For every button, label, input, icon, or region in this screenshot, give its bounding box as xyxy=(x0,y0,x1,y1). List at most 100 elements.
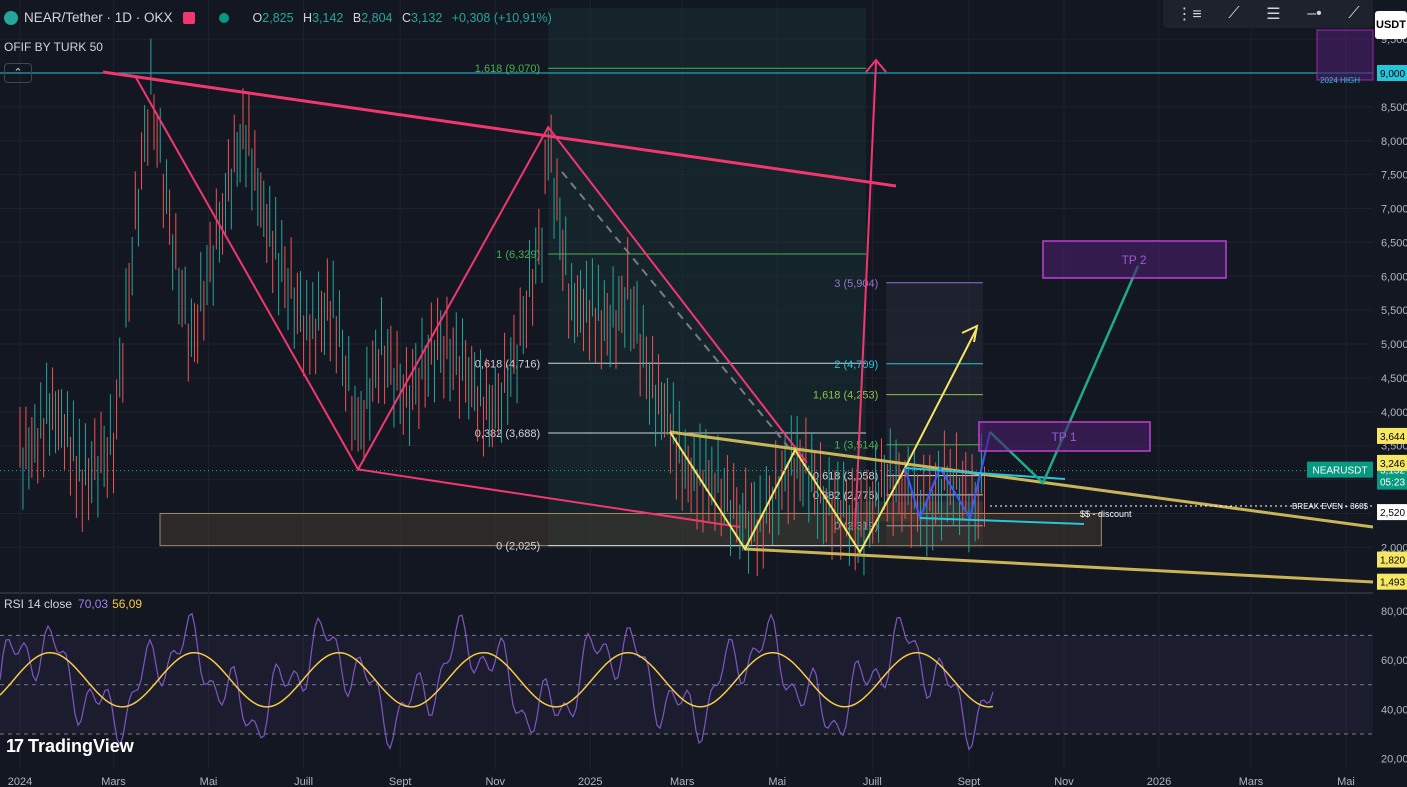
fib-extension-label: 2 (4,709) xyxy=(834,359,878,371)
tp1-label: TP 1 xyxy=(1051,430,1076,444)
y-tick-label: 8,500 xyxy=(1381,102,1407,114)
y-tick-label: 7,500 xyxy=(1381,170,1407,182)
symbol-tag-label: NEARUSDT xyxy=(1312,466,1367,477)
flag-icon[interactable] xyxy=(182,11,195,24)
dashed-trend-line xyxy=(561,171,796,456)
rsi-line xyxy=(0,612,994,751)
y-tick-label: 5,500 xyxy=(1381,305,1407,317)
x-tick-label: 2026 xyxy=(1147,776,1171,787)
tp1-box xyxy=(978,421,1151,452)
fib-level-label: 1 (6,329) xyxy=(496,249,540,261)
symbol-legend[interactable]: NEAR/Tether · 1D · OKX O2,825 H3,142 B2,… xyxy=(4,10,558,25)
price-axis-tag-label: 3,644 xyxy=(1380,432,1405,443)
x-tick-label: Mars xyxy=(670,776,695,787)
near-logo-icon xyxy=(4,10,18,25)
price-axis-tag xyxy=(1377,573,1407,590)
ohlc-value: 3,132 xyxy=(410,10,443,25)
fib-extension-label: 1 (3,514) xyxy=(834,440,878,452)
tp2-box xyxy=(1042,240,1227,279)
price-pane xyxy=(0,0,1373,592)
tp2-label: TP 2 xyxy=(1121,253,1146,267)
rsi-ma-value: 56,09 xyxy=(112,597,143,611)
discount-label: $$ - discount xyxy=(1080,509,1132,519)
cyan-support-line xyxy=(919,517,1085,525)
ohlc-value: 3,142 xyxy=(312,10,344,25)
x-tick-label: Nov xyxy=(1054,776,1074,787)
price-axis-tag-label: 3,246 xyxy=(1380,459,1405,470)
rsi-pane xyxy=(0,594,1373,770)
pink-support-line xyxy=(357,468,741,529)
x-tick-label: 2025 xyxy=(578,776,602,787)
ohlc-key: B xyxy=(352,10,362,25)
rsi-y-tick-label: 80,00 xyxy=(1381,606,1407,618)
pink-arrow-head-icon xyxy=(865,58,887,73)
price-axis-tag xyxy=(1377,504,1407,521)
price-axis-tag xyxy=(1377,551,1407,568)
x-tick-label: Mai xyxy=(200,776,218,787)
ohlc-value: 2,804 xyxy=(361,10,393,25)
indicator-label[interactable]: OFIF BY TURK 50 xyxy=(4,40,103,54)
ohlc-key: H xyxy=(303,10,313,25)
blue-zigzag xyxy=(904,431,991,522)
price-scale xyxy=(1373,0,1407,787)
yellow-zigzag xyxy=(669,327,978,554)
x-tick-label: Sept xyxy=(958,776,981,787)
horizontal-ray-icon[interactable]: –• xyxy=(1307,5,1322,22)
x-tick-label: Mai xyxy=(1337,776,1355,787)
fib-level-label: 0,382 (3,688) xyxy=(475,428,540,440)
pink-resistance-line xyxy=(102,70,897,188)
current-price-value: 3,132 xyxy=(1380,466,1405,477)
x-tick-label: Mars xyxy=(101,776,126,787)
fib-extension-label: 0,382 (2,775) xyxy=(813,490,878,502)
ohlc-key: O xyxy=(252,10,263,25)
x-tick-label: Sept xyxy=(389,776,412,787)
demand-zone xyxy=(159,512,1102,547)
layout-icon[interactable]: ⋮≡ xyxy=(1176,6,1202,23)
ohlc-values: O2,825 H3,142 B2,804 C3,132 +0,308 (+10,… xyxy=(253,11,558,25)
y-tick-label: 6,500 xyxy=(1381,237,1407,249)
y-tick-label: 7,000 xyxy=(1381,204,1407,216)
collapse-legend-button[interactable]: ⌃ xyxy=(4,63,32,83)
rsi-ma-line xyxy=(0,651,994,708)
y-tick-label: 6,000 xyxy=(1381,271,1407,283)
lines-icon[interactable]: ☰ xyxy=(1266,6,1281,23)
price-axis-tag xyxy=(1377,454,1407,471)
fib-extension-label: 0,618 (3,058) xyxy=(813,471,878,483)
ohlc-value: 2,825 xyxy=(262,10,294,25)
price-axis-tag-label: 1,820 xyxy=(1380,556,1405,567)
high-2024-label: 2024 HIGH xyxy=(1320,76,1360,85)
wedge-upper-line xyxy=(669,430,1374,529)
high-2024-box xyxy=(1316,29,1374,81)
y-tick-label: 5,000 xyxy=(1381,339,1407,351)
y-tick-label: 8,000 xyxy=(1381,136,1407,148)
symbol-title[interactable]: NEAR/Tether · 1D · OKX xyxy=(24,10,173,25)
fib-zone xyxy=(548,8,867,548)
pink-target-arrow xyxy=(854,61,877,528)
ohlc-change: +0,308 (+10,91%) xyxy=(451,10,552,25)
price-axis-tag-label: 2,520 xyxy=(1380,508,1405,519)
x-tick-label: Nov xyxy=(485,776,505,787)
price-axis-tag-label: 9,000 xyxy=(1380,69,1405,80)
rsi-value: 70,03 xyxy=(78,597,109,611)
wedge-lower-line xyxy=(744,547,1374,584)
fib-extension-label: 1,618 (4,253) xyxy=(813,390,878,402)
currency-badge[interactable]: USDT xyxy=(1375,11,1407,39)
pencil-icon[interactable]: ⟋ xyxy=(1348,5,1360,22)
y-tick-label: 2,000 xyxy=(1381,542,1407,554)
rsi-legend[interactable]: RSI 14 close 70,03 56,09 xyxy=(4,597,142,611)
rsi-y-tick-label: 20,00 xyxy=(1381,754,1407,766)
chart-header: NEAR/Tether · 1D · OKX O2,825 H3,142 B2,… xyxy=(0,0,1160,83)
brand-text: TradingView xyxy=(28,736,134,756)
market-status-icon xyxy=(218,12,229,23)
price-axis-tag xyxy=(1377,427,1407,444)
drawing-toolbar: ⋮≡ ⟋ ☰ –• ⟋ xyxy=(1163,0,1373,28)
x-tick-label: 2024 xyxy=(8,776,32,787)
rsi-y-tick-label: 40,00 xyxy=(1381,704,1407,716)
rsi-title: RSI 14 close xyxy=(4,597,73,611)
trend-line-icon[interactable]: ⟋ xyxy=(1228,5,1240,22)
fib-extension-label: 3 (5,904) xyxy=(834,278,878,290)
harmonic-pattern xyxy=(134,75,808,472)
fib-extension-zone xyxy=(886,282,983,548)
y-tick-label: 4,000 xyxy=(1381,407,1407,419)
